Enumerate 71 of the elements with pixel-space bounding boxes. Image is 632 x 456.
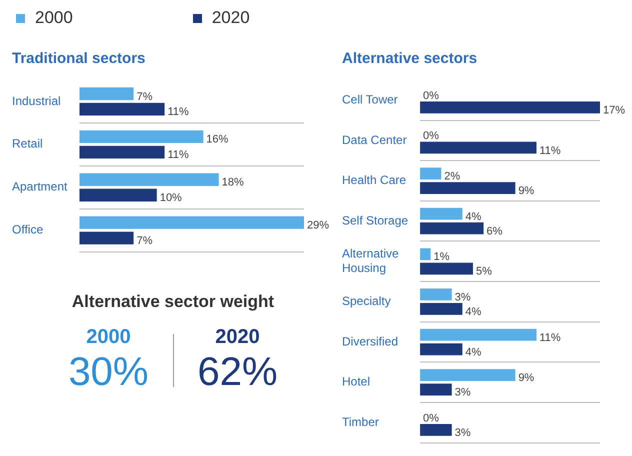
bar xyxy=(420,142,536,154)
bar xyxy=(420,248,431,260)
text: 30% xyxy=(68,350,148,394)
data-label: 0% xyxy=(423,90,440,102)
y-tick-label: Health Care xyxy=(342,173,406,188)
bar xyxy=(79,146,165,158)
bar xyxy=(79,130,204,144)
data-label: 9% xyxy=(518,185,534,198)
bar xyxy=(420,343,462,356)
data-label: 9% xyxy=(518,372,534,384)
y-tick-label: Specialty xyxy=(342,294,391,308)
data-label: 4% xyxy=(465,306,482,318)
bar xyxy=(420,303,462,315)
bar xyxy=(79,102,165,116)
text: 62% xyxy=(198,350,278,394)
data-label: 4% xyxy=(465,210,482,223)
bar xyxy=(79,232,134,244)
data-label: 11% xyxy=(539,332,561,344)
bar xyxy=(420,369,516,382)
data-label: 5% xyxy=(476,266,492,278)
bar xyxy=(420,101,600,114)
data-label: 7% xyxy=(136,235,153,248)
y-tick-label: Industrial xyxy=(12,94,61,108)
legend-label: 2020 xyxy=(212,8,250,28)
y-tick-label: Hotel xyxy=(342,374,370,389)
data-label: 3% xyxy=(454,386,471,399)
y-tick-label: Data Center xyxy=(342,132,407,147)
data-label: 7% xyxy=(136,90,153,103)
data-label: 10% xyxy=(160,192,182,204)
data-label: 17% xyxy=(603,104,626,116)
data-label: 3% xyxy=(454,426,471,439)
bar xyxy=(420,208,462,220)
y-tick-label: Retail xyxy=(12,136,43,151)
data-label: 16% xyxy=(206,134,229,146)
data-label: 11% xyxy=(168,149,189,162)
y-tick-label: Diversified xyxy=(342,334,398,348)
data-label: 11% xyxy=(168,106,189,118)
bar xyxy=(420,262,473,275)
data-label: 2% xyxy=(444,170,460,183)
bar xyxy=(79,188,157,202)
bar xyxy=(420,424,452,436)
y-tick-label: Timber xyxy=(342,414,379,429)
bar xyxy=(79,216,304,229)
data-label: 29% xyxy=(307,220,330,232)
data-label: 1% xyxy=(434,251,450,264)
bar xyxy=(79,173,219,186)
bar xyxy=(79,87,134,100)
data-label: 0% xyxy=(423,130,440,142)
text: Alternative sector weight xyxy=(70,292,276,312)
y-tick-label: Cell Tower xyxy=(342,92,398,106)
data-label: 3% xyxy=(454,291,471,304)
legend-label: 2000 xyxy=(35,8,73,28)
y-tick-label: Alternative Housing xyxy=(342,246,400,275)
category-label: 2020 xyxy=(214,326,261,349)
bar xyxy=(420,384,452,396)
y-tick-label: Self Storage xyxy=(342,213,408,228)
data-label: 0% xyxy=(423,412,440,424)
data-label: 6% xyxy=(486,225,503,238)
bar xyxy=(420,168,442,180)
data-label: 11% xyxy=(539,144,561,157)
bar xyxy=(420,328,536,341)
bar xyxy=(420,288,452,300)
bar xyxy=(420,222,484,234)
chart-title: Alternative sectors xyxy=(342,50,478,68)
y-tick-label: Apartment xyxy=(12,180,68,194)
y-tick-label: Office xyxy=(12,222,44,237)
bar xyxy=(420,182,516,194)
data-label: 4% xyxy=(465,346,482,358)
category-label: 2000 xyxy=(85,326,132,349)
chart-title: Traditional sectors xyxy=(12,50,146,68)
data-label: 18% xyxy=(222,176,244,189)
